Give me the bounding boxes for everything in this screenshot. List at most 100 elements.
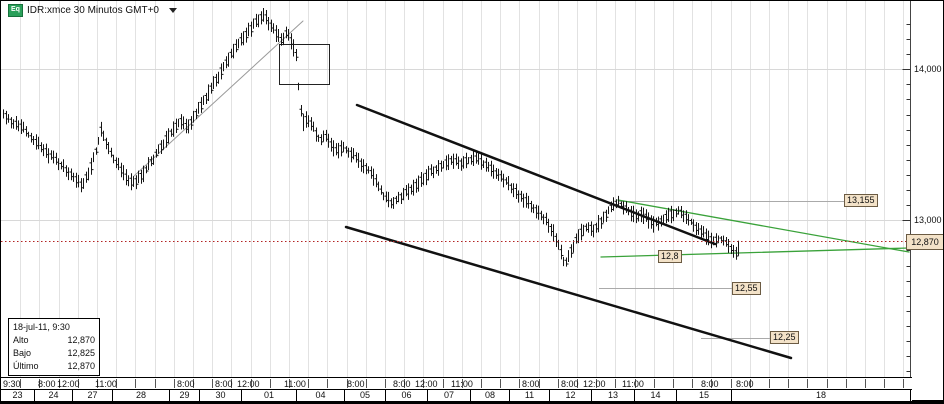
tooltip-last-label: Último [13,361,39,371]
time-cell-separator [347,379,348,388]
price-bars [3,8,739,267]
time-cell-separator [731,379,732,388]
tooltip-high-label: Alto [13,335,29,345]
time-cell-separator [577,379,578,388]
time-axis: 9:30 8:00 12:00 11:00 8:00 8:00 12:00 11:00 8:00… [1,377,912,390]
time-axis-label: 8:00 [561,379,579,389]
time-cell-separator [270,379,271,388]
time-cell-separator [558,379,559,388]
time-cell-separator [251,379,252,388]
time-axis-label: 8:00 [177,379,195,389]
tooltip-row-low: Bajo 12,825 [13,348,95,358]
time-cell-separator [654,379,655,388]
chevron-down-icon[interactable] [168,8,177,13]
date-axis-label: 11 [510,390,550,401]
time-cell-separator [289,379,290,388]
data-window-tooltip: 18-jul-11, 9:30 Alto 12,870 Bajo 12,825 … [8,318,100,376]
price-tag[interactable]: 12,8 [658,250,682,263]
price-tag[interactable]: 12,55 [732,282,761,295]
time-cell-separator [155,379,156,388]
time-cell-separator [385,379,386,388]
tooltip-low-label: Bajo [13,348,32,358]
time-cell-separator [519,379,520,388]
date-axis-label: 13 [592,390,635,401]
time-cell-separator [366,379,367,388]
instrument-icon: Eq [8,4,23,17]
date-axis-label: 04 [297,390,345,401]
date-axis-label: 08 [471,390,510,401]
last-price-badge: 12,870 [906,234,943,250]
time-axis-label: 12:00 [237,379,260,389]
time-axis-label: 11:00 [451,379,473,389]
time-axis-label: 11:00 [284,379,306,389]
time-cell-separator [327,379,328,388]
time-cell-separator [116,379,117,388]
date-axis-label: 29 [170,390,200,401]
time-cell-separator [846,379,847,388]
time-cell-separator [596,379,597,388]
channel-lower-line[interactable] [344,225,793,360]
date-axis-label: 15 [677,390,732,401]
time-axis-label: 8:00 [38,379,56,389]
instrument-label: IDR:xmce 30 Minutos GMT+0 [27,5,159,16]
date-axis-label: 05 [345,390,386,401]
price-tag[interactable]: 12,25 [770,331,799,344]
date-axis-label: 12 [550,390,592,401]
wedge-lower-green-line[interactable] [600,247,910,258]
time-cell-separator [423,379,424,388]
tooltip-last-row: Último 12,870 [13,361,95,371]
time-axis-label: 8:00 [736,379,754,389]
price-tag[interactable]: 13,155 [844,194,878,207]
time-cell-separator [711,379,712,388]
time-axis-label: 8:00 [701,379,719,389]
tooltip-low-value: 12,825 [67,348,95,358]
time-axis-label: 11:00 [95,379,117,389]
time-cell-separator [78,379,79,388]
date-axis-label: 14 [635,390,677,401]
time-cell-separator [807,379,808,388]
time-cell-separator [135,379,136,388]
date-axis-label: 18 [732,390,911,401]
date-axis-label: 24 [35,390,73,401]
time-axis-label: 8:00 [393,379,411,389]
time-cell-separator [769,379,770,388]
time-cell-separator [692,379,693,388]
date-axis-label: 23 [1,390,35,401]
time-cell-separator [20,379,21,388]
wedge-upper-green-line[interactable] [617,199,910,253]
tooltip-last-value: 12,870 [67,361,95,371]
time-cell-separator [404,379,405,388]
time-axis-label: 12:00 [57,379,80,389]
time-cell-separator [615,379,616,388]
y-axis-label: 13,000 [914,215,942,225]
time-cell-separator [39,379,40,388]
date-axis-label: 30 [200,390,242,401]
y-axis-label: 14,000 [914,64,942,74]
time-axis-label: 12:00 [415,379,438,389]
chart-header: Eq IDR:xmce 30 Minutos GMT+0 [8,4,177,17]
tooltip-high-value: 12,870 [67,335,95,345]
time-cell-separator [443,379,444,388]
time-cell-separator [97,379,98,388]
time-cell-separator [750,379,751,388]
annotation-rectangle[interactable] [279,44,330,85]
time-cell-separator [884,379,885,388]
time-cell-separator [212,379,213,388]
time-cell-separator [788,379,789,388]
time-cell-separator [635,379,636,388]
date-axis-label: 27 [73,390,113,401]
date-axis: 23 24 27 28 29 30 01 04 05 06 07 08 11 12 13 14 15 18 [1,390,912,402]
time-cell-separator [231,379,232,388]
tooltip-row-high: Alto 12,870 [13,335,95,345]
date-axis-label: 01 [242,390,297,401]
time-axis-label: 8:00 [522,379,540,389]
date-axis-label: 28 [113,390,170,401]
chart-canvas[interactable] [1,1,944,377]
time-axis-label: 9:30 [3,379,21,389]
time-axis-label: 11:00 [622,379,644,389]
time-cell-separator [865,379,866,388]
time-cell-separator [462,379,463,388]
time-cell-separator [174,379,175,388]
date-axis-label: 06 [386,390,428,401]
uptrend-line[interactable] [133,20,304,177]
